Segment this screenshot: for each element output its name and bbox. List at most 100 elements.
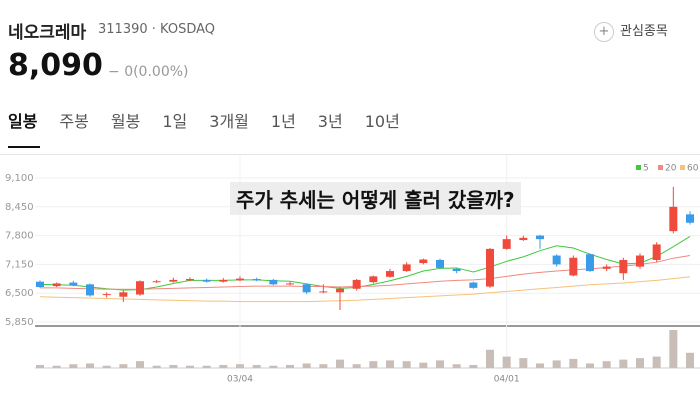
- candle-body: [219, 279, 228, 282]
- volume-bar: [386, 360, 394, 368]
- y-tick-label: 9,100: [5, 173, 34, 184]
- candle-body: [186, 279, 194, 281]
- y-tick-label: 6,500: [5, 288, 34, 299]
- legend-label: 60: [687, 164, 699, 174]
- volume-bar: [502, 356, 511, 368]
- volume-bar: [652, 356, 661, 368]
- candle-body: [102, 294, 111, 296]
- candle-body: [569, 257, 578, 276]
- tab[interactable]: 1년: [270, 112, 296, 131]
- volume-bar: [536, 363, 544, 368]
- volume-bar: [686, 352, 694, 368]
- candle-body: [586, 254, 594, 272]
- volume-bar: [202, 365, 211, 368]
- volume-bar: [69, 364, 78, 368]
- candle-body: [252, 279, 261, 281]
- tab[interactable]: 주봉: [59, 112, 89, 131]
- x-tick-label: 03/04: [227, 375, 253, 385]
- candle-body: [336, 288, 344, 293]
- ma-line: [39, 276, 691, 303]
- overlay-text: 주가 추세는 어떻게 흘러 갔을까?: [230, 182, 521, 215]
- volume-bar: [86, 363, 94, 368]
- candle-body: [136, 281, 144, 295]
- ma-line: [40, 255, 691, 290]
- tab[interactable]: 월봉: [110, 112, 141, 131]
- watch-button[interactable]: + 관심종목: [594, 20, 668, 42]
- volume-bar: [419, 362, 428, 368]
- volume-bar: [152, 365, 161, 368]
- candle-body: [669, 206, 678, 232]
- volume-bar: [52, 365, 61, 368]
- candle-body: [402, 264, 411, 272]
- divider: [0, 154, 700, 155]
- chart: 5,850 6,500 7,150 7,800 8,450 9,100 03/04 04/01…: [5, 155, 700, 385]
- volume-bar: [269, 365, 278, 368]
- legend-label: 5: [643, 164, 649, 174]
- volume-bar: [252, 364, 261, 368]
- candle-body: [686, 214, 694, 223]
- volume-bar: [236, 364, 244, 368]
- legend-swatch: [658, 165, 663, 170]
- volume-bar: [636, 358, 644, 368]
- candle-body: [552, 255, 561, 265]
- volume-bar: [452, 364, 461, 368]
- candle-body: [352, 279, 361, 289]
- volume-bar: [219, 364, 228, 368]
- candle-body: [419, 259, 428, 264]
- candle-body: [169, 279, 178, 282]
- tab-underline: [8, 146, 40, 148]
- volume-bar: [619, 359, 628, 368]
- change: − 0(0.00%): [108, 64, 189, 80]
- y-tick-label: 8,450: [5, 202, 34, 213]
- legend-label: 20: [665, 164, 677, 174]
- volume-bar: [286, 364, 294, 368]
- volume-bar: [486, 349, 494, 368]
- tab[interactable]: 10년: [364, 112, 400, 131]
- candle-body: [36, 281, 44, 287]
- candle-body: [452, 268, 461, 272]
- tab[interactable]: 3년: [317, 112, 343, 131]
- volume-bar: [469, 364, 478, 368]
- candle-body: [619, 259, 628, 274]
- legend-swatch: [636, 165, 641, 170]
- candle-body: [369, 276, 378, 283]
- candle-body: [436, 259, 444, 268]
- candle-body: [602, 266, 611, 269]
- candle-body: [502, 239, 511, 249]
- candle-body: [319, 291, 328, 293]
- volume-bar: [136, 361, 144, 368]
- tab[interactable]: 일봉: [8, 112, 38, 131]
- volume-bar: [319, 364, 328, 368]
- candle-body: [486, 248, 494, 287]
- candle-body: [69, 282, 78, 286]
- volume-bar: [436, 360, 444, 368]
- change-value: 0(0.00%): [124, 64, 189, 80]
- volume-bar: [169, 364, 178, 368]
- tab[interactable]: 1일: [162, 112, 188, 131]
- volume-bar: [36, 364, 44, 368]
- candle-body: [536, 235, 544, 240]
- volume-bar: [569, 358, 578, 368]
- x-tick-label: 04/01: [494, 375, 520, 385]
- candle-body: [469, 282, 478, 288]
- volume-bar: [669, 330, 678, 368]
- volume-bar: [402, 361, 411, 368]
- candle-body: [119, 292, 128, 297]
- candle-body: [236, 278, 244, 281]
- code: 311390: [98, 22, 148, 37]
- candle-body: [286, 283, 294, 285]
- stock-code: 311390 · KOSDAQ: [98, 22, 216, 37]
- tab[interactable]: 3개월: [209, 112, 249, 131]
- volume-bar: [369, 361, 378, 368]
- market: KOSDAQ: [160, 22, 216, 37]
- candle-body: [652, 244, 661, 260]
- volume-bar: [186, 365, 194, 368]
- volume-bar: [552, 360, 561, 368]
- volume-bar: [519, 358, 528, 368]
- candle-body: [386, 271, 394, 277]
- candle-body: [152, 281, 161, 283]
- candle-body: [202, 279, 211, 282]
- volume-bar: [336, 359, 344, 368]
- stock-name: 네오크레마: [8, 23, 87, 43]
